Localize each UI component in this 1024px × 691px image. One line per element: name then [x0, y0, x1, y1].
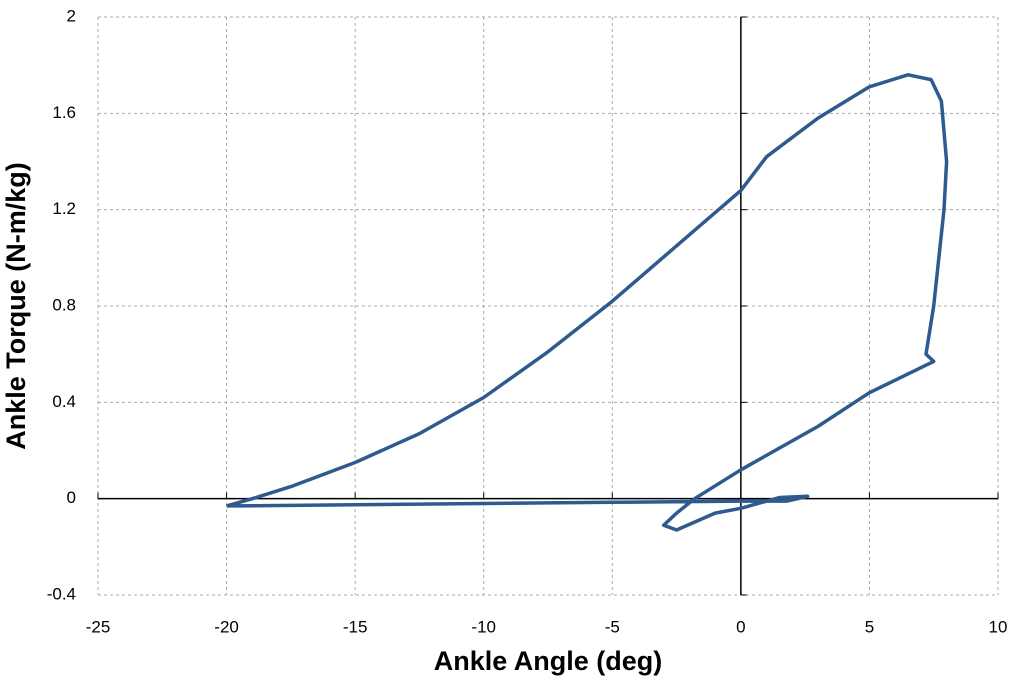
x-axis-title: Ankle Angle (deg): [434, 646, 663, 676]
x-tick-label: -10: [471, 617, 496, 636]
data-line: [226, 73, 949, 532]
x-tick-label: -20: [214, 617, 239, 636]
x-tick-label: 0: [736, 617, 745, 636]
x-tick-label: -5: [605, 617, 620, 636]
y-tick-label: 0.8: [52, 295, 76, 314]
x-tick-label: 5: [865, 617, 874, 636]
x-tick-label: -15: [343, 617, 368, 636]
x-tick-label: 10: [989, 617, 1008, 636]
y-tick-label: 2: [67, 6, 76, 25]
y-tick-label: 0: [67, 488, 76, 507]
y-tick-label: 0.4: [52, 392, 76, 411]
y-axis-title: Ankle Torque (N-m/kg): [1, 162, 31, 450]
x-tick-label: -25: [86, 617, 111, 636]
y-tick-label: 1.6: [52, 103, 76, 122]
y-tick-label: 1.2: [52, 199, 76, 218]
y-tick-label: -0.4: [47, 584, 76, 603]
